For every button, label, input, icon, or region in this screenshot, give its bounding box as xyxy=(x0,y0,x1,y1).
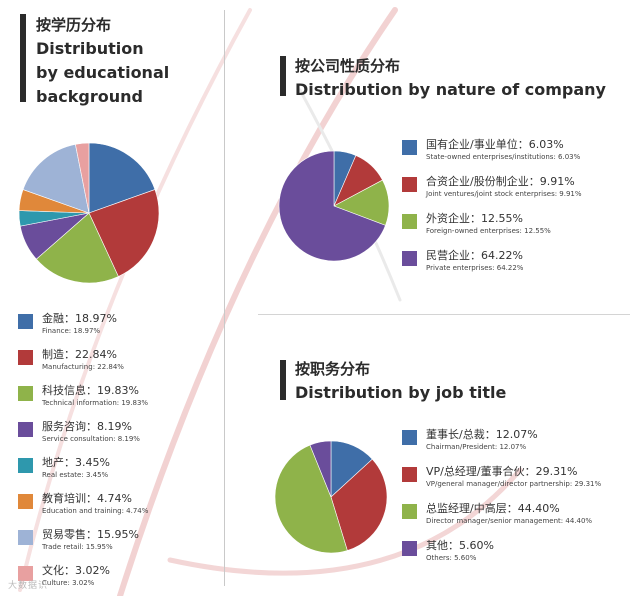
company-legend-item-2: 合资企业/股份制企业：9.91% Joint ventures/joint sto… xyxy=(402,175,582,212)
legend-swatch xyxy=(402,430,417,445)
legend-label: VP/总经理/董事合伙：29.31% xyxy=(426,465,578,478)
job-pie-slice-4 xyxy=(309,440,332,498)
education-title: 按学历分布 Distribution by educational backgr… xyxy=(36,13,169,109)
job-legend-item-2: VP/总经理/董事合伙：29.31% VP/general manager/dir… xyxy=(402,465,601,502)
education-legend-item-2: 制造：22.84% Manufacturing: 22.84% xyxy=(18,348,148,384)
legend-label: 文化：3.02% xyxy=(42,564,110,577)
education-legend: 金融：18.97% Finance: 18.97% 制造：22.84% Manufac… xyxy=(18,312,148,600)
education-title-en-line1: Distribution xyxy=(36,39,144,58)
education-legend-item-6: 教育培训：4.74% Education and training: 4.74% xyxy=(18,492,148,528)
vertical-divider xyxy=(224,10,225,586)
education-legend-item-4: 服务咨询：8.19% Service consultation: 8.19% xyxy=(18,420,148,456)
legend-swatch xyxy=(18,458,33,473)
education-title-en-line2: by educational xyxy=(36,63,170,82)
legend-label: 地产：3.45% xyxy=(42,456,110,469)
legend-swatch xyxy=(402,467,417,482)
watermark-text: 大数据识 xyxy=(8,581,49,591)
legend-swatch xyxy=(18,350,33,365)
job-legend-item-1: 董事长/总裁：12.07% Chairman/President: 12.07% xyxy=(402,428,601,465)
legend-sublabel: Education and training: 4.74% xyxy=(42,507,149,515)
legend-label: 金融：18.97% xyxy=(42,312,117,325)
company-title-cn: 按公司性质分布 xyxy=(295,57,401,75)
legend-label: 董事长/总裁：12.07% xyxy=(426,428,538,441)
legend-sublabel: State-owned enterprises/institutions: 6.… xyxy=(426,153,581,161)
legend-label: 教育培训：4.74% xyxy=(42,492,132,505)
job-legend: 董事长/总裁：12.07% Chairman/President: 12.07% V… xyxy=(402,428,601,576)
legend-sublabel: Culture: 3.02% xyxy=(42,579,95,587)
title-bar-job xyxy=(280,360,286,400)
legend-swatch xyxy=(402,214,417,229)
legend-swatch xyxy=(402,177,417,192)
title-bar-company xyxy=(280,56,286,96)
legend-label: 外资企业：12.55% xyxy=(426,212,523,225)
horizontal-divider xyxy=(258,314,630,315)
legend-sublabel: Trade retail: 15.95% xyxy=(42,543,113,551)
legend-label: 制造：22.84% xyxy=(42,348,117,361)
legend-sublabel: Chairman/President: 12.07% xyxy=(426,443,527,451)
company-pie-slice-4 xyxy=(278,150,386,262)
company-legend: 国有企业/事业单位：6.03% State-owned enterprises/i… xyxy=(402,138,582,286)
education-legend-item-7: 贸易零售：15.95% Trade retail: 15.95% xyxy=(18,528,148,564)
job-legend-item-3: 总监经理/中高层：44.40% Director manager/senior m… xyxy=(402,502,601,539)
job-pie-slice-2 xyxy=(330,458,388,551)
legend-sublabel: Service consultation: 8.19% xyxy=(42,435,140,443)
legend-sublabel: Joint ventures/joint stock enterprises: … xyxy=(426,190,582,198)
legend-sublabel: Real estate: 3.45% xyxy=(42,471,109,479)
job-title: 按职务分布 Distribution by job title xyxy=(295,357,506,405)
company-title: 按公司性质分布 Distribution by nature of compan… xyxy=(295,54,606,102)
legend-swatch xyxy=(18,494,33,509)
legend-swatch xyxy=(18,314,33,329)
education-pie-slice-8 xyxy=(75,142,90,214)
education-legend-item-5: 地产：3.45% Real estate: 3.45% xyxy=(18,456,148,492)
legend-swatch xyxy=(402,541,417,556)
legend-sublabel: Others: 5.60% xyxy=(426,554,477,562)
legend-sublabel: Director manager/senior management: 44.4… xyxy=(426,517,593,525)
education-legend-item-1: 金融：18.97% Finance: 18.97% xyxy=(18,312,148,348)
legend-swatch xyxy=(18,530,33,545)
legend-label: 总监经理/中高层：44.40% xyxy=(426,502,560,515)
job-legend-item-4: 其他：5.60% Others: 5.60% xyxy=(402,539,601,576)
legend-sublabel: Private enterprises: 64.22% xyxy=(426,264,524,272)
title-bar-education xyxy=(20,14,26,102)
company-pie-chart xyxy=(278,150,390,262)
legend-label: 合资企业/股份制企业：9.91% xyxy=(426,175,575,188)
job-pie-slice-3 xyxy=(274,444,348,554)
legend-sublabel: Finance: 18.97% xyxy=(42,327,101,335)
legend-swatch xyxy=(18,566,33,581)
education-title-cn: 按学历分布 xyxy=(36,16,112,34)
legend-swatch xyxy=(18,386,33,401)
legend-label: 科技信息：19.83% xyxy=(42,384,139,397)
legend-label: 服务咨询：8.19% xyxy=(42,420,132,433)
job-title-en: Distribution by job title xyxy=(295,383,507,402)
legend-swatch xyxy=(18,422,33,437)
legend-sublabel: Foreign-owned enterprises: 12.55% xyxy=(426,227,551,235)
legend-label: 其他：5.60% xyxy=(426,539,494,552)
legend-label: 民营企业：64.22% xyxy=(426,249,523,262)
company-title-en: Distribution by nature of company xyxy=(295,80,606,99)
legend-swatch xyxy=(402,251,417,266)
job-pie-chart xyxy=(274,440,388,554)
education-pie-slice-7 xyxy=(22,143,90,214)
education-title-en-line3: background xyxy=(36,87,143,106)
job-title-cn: 按职务分布 xyxy=(295,360,371,378)
company-legend-item-1: 国有企业/事业单位：6.03% State-owned enterprises/i… xyxy=(402,138,582,175)
legend-sublabel: VP/general manager/director partnership:… xyxy=(426,480,602,488)
education-pie-slice-3 xyxy=(35,212,119,284)
legend-swatch xyxy=(402,504,417,519)
legend-sublabel: Technical information: 19.83% xyxy=(42,399,149,407)
education-legend-item-8: 文化：3.02% Culture: 3.02% xyxy=(18,564,148,600)
education-legend-item-3: 科技信息：19.83% Technical information: 19.83% xyxy=(18,384,148,420)
education-pie-slice-1 xyxy=(88,142,156,214)
legend-swatch xyxy=(402,140,417,155)
education-pie-slice-2 xyxy=(88,189,160,277)
education-pie-chart xyxy=(18,142,160,284)
legend-sublabel: Manufacturing: 22.84% xyxy=(42,363,124,371)
company-legend-item-3: 外资企业：12.55% Foreign-owned enterprises: 12… xyxy=(402,212,582,249)
legend-label: 国有企业/事业单位：6.03% xyxy=(426,138,564,151)
legend-label: 贸易零售：15.95% xyxy=(42,528,139,541)
company-legend-item-4: 民营企业：64.22% Private enterprises: 64.22% xyxy=(402,249,582,286)
